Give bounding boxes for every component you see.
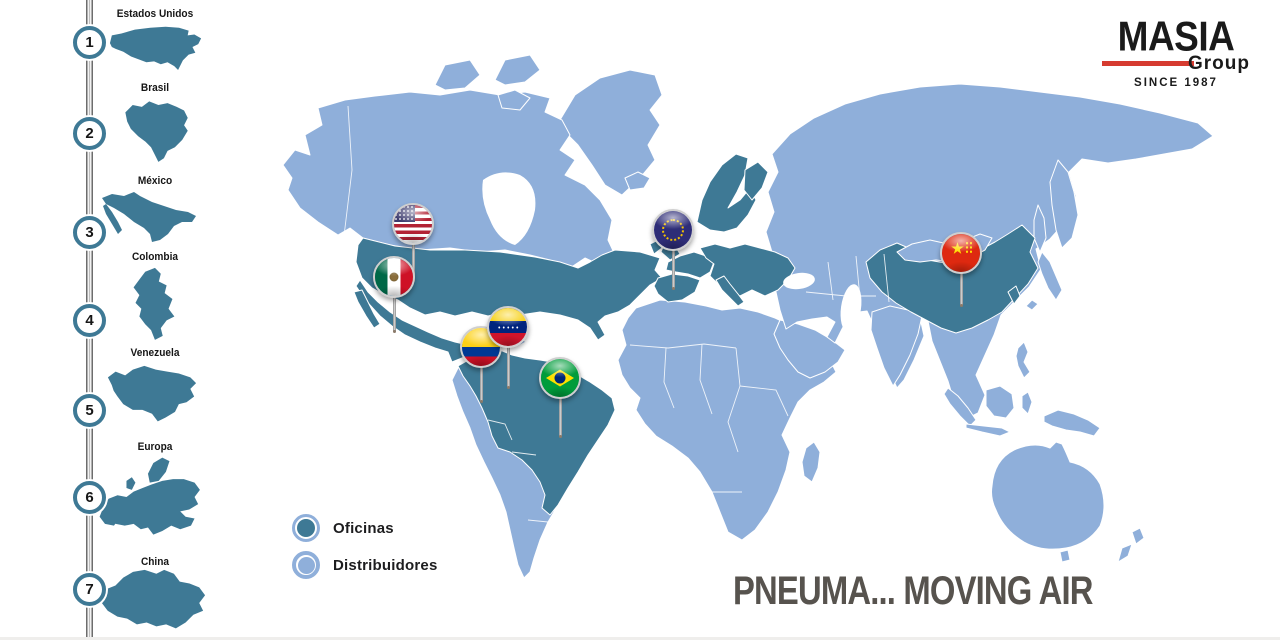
timeline-number-6: 6 — [73, 481, 106, 514]
pin-stick — [558, 378, 562, 438]
legend-item-distribuidores: Distribuidores — [292, 551, 437, 579]
sidebar-item-estados-unidos[interactable]: Estados Unidos — [116, 8, 194, 20]
flag-china-icon — [940, 232, 982, 274]
timeline-number-7: 7 — [73, 573, 106, 606]
sidebar-item-venezuela[interactable]: Venezuela — [130, 347, 180, 359]
bottom-divider — [0, 637, 1280, 640]
pin-stick — [959, 253, 963, 307]
timeline-number-1: 1 — [73, 26, 106, 59]
flag-usa-icon — [392, 203, 434, 245]
logo-red-line — [1102, 61, 1194, 66]
map-legend: Oficinas Distribuidores — [292, 514, 437, 588]
brazil-silhouette-icon — [118, 94, 196, 166]
timeline-number-5: 5 — [73, 394, 106, 427]
pin-stick — [479, 347, 483, 403]
sidebar-item-colombia[interactable]: Colombia — [131, 251, 179, 263]
flag-brazil-icon — [539, 357, 581, 399]
country-borders — [343, 105, 890, 523]
masia-group-logo: MASIA Group SINCE 1987 — [1102, 16, 1250, 89]
flag-mexico-icon — [373, 256, 415, 298]
office-regions — [353, 153, 1039, 516]
flag-venezuela-icon — [487, 306, 529, 348]
sidebar-item-brasil[interactable]: Brasil — [140, 82, 170, 94]
mexico-silhouette-icon — [100, 188, 200, 246]
office-marker-icon — [292, 514, 320, 542]
colombia-silhouette-icon — [118, 264, 188, 342]
sidebar-item-europa[interactable]: Europa — [137, 441, 173, 453]
flag-european-union-icon — [652, 209, 694, 251]
slogan-text: PNEUMA... MOVING AIR — [733, 569, 1093, 613]
timeline-number-3: 3 — [73, 216, 106, 249]
brand-sub: Group — [1188, 53, 1250, 74]
pin-stick — [506, 327, 510, 389]
distributor-regions — [282, 54, 1214, 579]
timeline-number-4: 4 — [73, 304, 106, 337]
brand-name: MASIA — [1117, 13, 1235, 60]
sidebar-item-china[interactable]: China — [140, 556, 170, 568]
venezuela-silhouette-icon — [106, 362, 198, 425]
legend-label: Distribuidores — [333, 556, 438, 574]
distributor-marker-icon — [292, 551, 320, 579]
pin-stick — [671, 230, 675, 290]
legend-item-oficinas: Oficinas — [292, 514, 437, 542]
china-silhouette-icon — [96, 566, 208, 632]
sidebar-item-mexico[interactable]: México — [137, 175, 173, 187]
europe-silhouette-icon — [96, 454, 208, 539]
legend-label: Oficinas — [333, 519, 394, 537]
pin-stick — [392, 277, 396, 333]
timeline-number-2: 2 — [73, 117, 106, 150]
brand-since: SINCE 1987 — [1134, 77, 1218, 89]
usa-silhouette-icon — [108, 22, 204, 72]
